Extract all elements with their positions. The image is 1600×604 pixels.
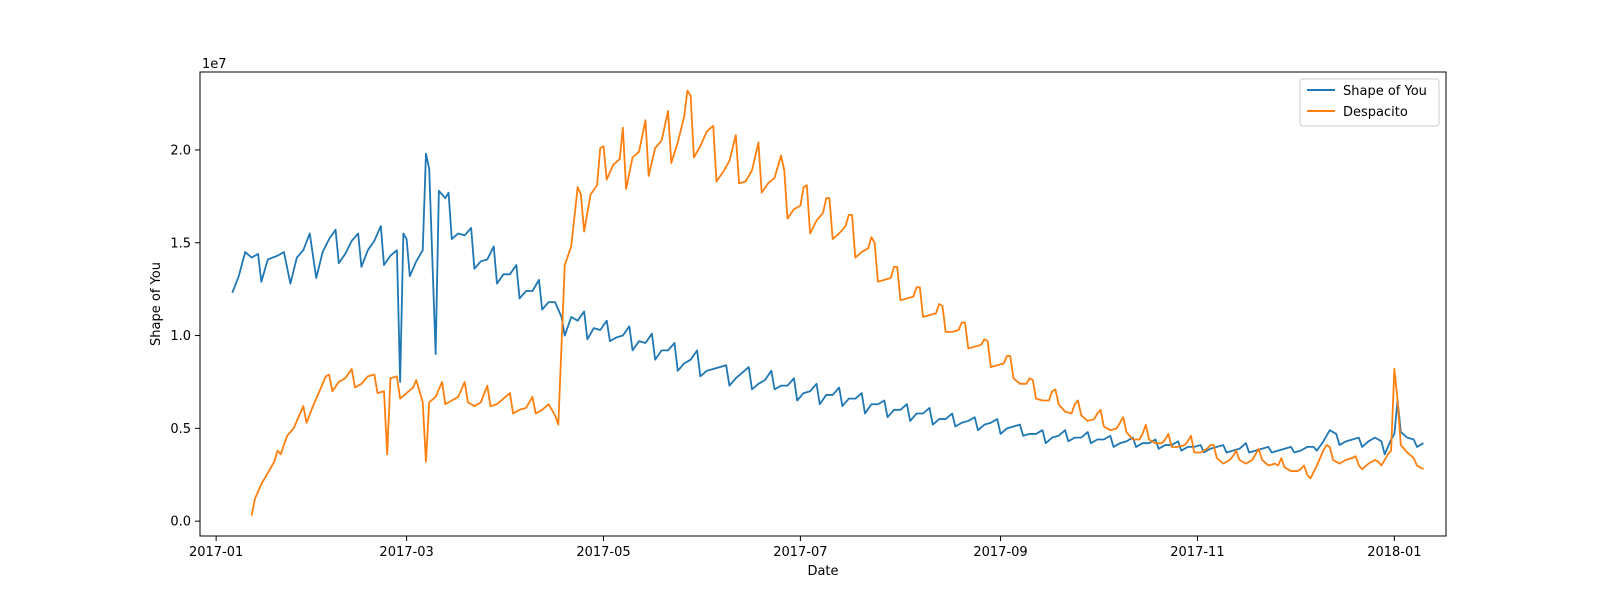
x-tick-label: 2017-09 [973, 545, 1027, 560]
y-axis-label: Shape of You [149, 262, 164, 346]
y-tick-label: 0.5 [170, 422, 191, 437]
axes-frame [199, 71, 1447, 537]
x-tick-label: 2017-07 [773, 545, 827, 560]
y-tick-label: 1.5 [170, 236, 191, 251]
x-tick-label: 2017-03 [379, 545, 433, 560]
x-axis-ticks: 2017-01 2017-03 2017-05 2017-07 2017-09 2017-… [189, 536, 1422, 560]
legend-label-despacito: Despacito [1343, 105, 1408, 120]
series-line-despacito [250, 89, 1424, 516]
legend-label-shape-of-you: Shape of You [1343, 84, 1427, 99]
series-line-shape-of-you [231, 152, 1424, 456]
plot-area [199, 71, 1447, 537]
y-tick-label: 2.0 [170, 143, 191, 158]
x-tick-label: 2017-11 [1170, 545, 1224, 560]
x-tick-label: 2018-01 [1367, 545, 1421, 560]
y-tick-label: 1.0 [170, 329, 191, 344]
x-tick-label: 2017-01 [189, 545, 243, 560]
y-axis-ticks: 0.0 0.5 1.0 1.5 2.0 [170, 143, 200, 530]
x-tick-label: 2017-05 [576, 545, 630, 560]
x-axis-label: Date [807, 564, 838, 579]
series-layer [231, 89, 1424, 516]
y-axis-multiplier: 1e7 [202, 57, 227, 72]
legend: Shape of You Despacito [1299, 78, 1440, 127]
y-tick-label: 0.0 [170, 515, 191, 530]
